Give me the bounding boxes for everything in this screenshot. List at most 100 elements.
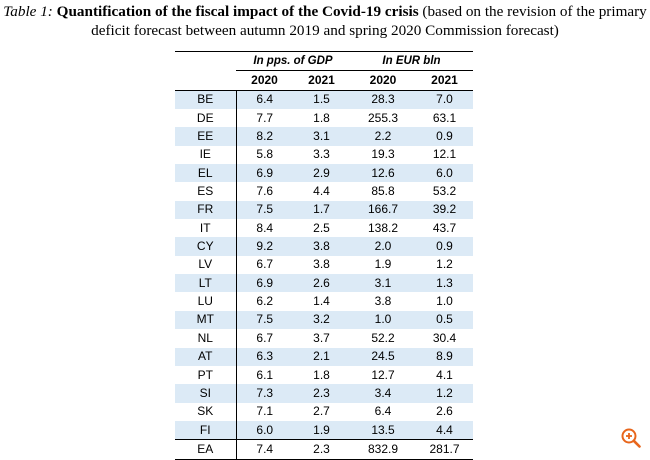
value-cell: 0.9 <box>416 237 473 256</box>
year-header: 2021 <box>293 70 350 91</box>
country-code: FR <box>175 200 237 220</box>
value-cell: 24.5 <box>350 347 416 366</box>
table-row: FR 7.5 1.7 166.7 39.2 <box>175 200 473 220</box>
value-cell: 1.2 <box>416 255 473 275</box>
value-cell: 7.3 <box>236 384 293 403</box>
country-code: SK <box>175 402 237 421</box>
table-row: EL 6.9 2.9 12.6 6.0 <box>175 164 473 183</box>
table-row: NL 6.7 3.7 52.2 30.4 <box>175 329 473 348</box>
table-row: IT 8.4 2.5 138.2 43.7 <box>175 219 473 238</box>
country-code: LU <box>175 292 237 311</box>
value-cell: 3.8 <box>350 292 416 311</box>
value-cell: 2.5 <box>293 219 350 238</box>
country-code: EL <box>175 164 237 183</box>
header-corner-years <box>175 70 236 91</box>
country-code: PT <box>175 365 237 385</box>
table-top-rule <box>175 51 473 52</box>
value-cell: 3.2 <box>293 310 350 330</box>
year-header: 2020 <box>350 70 416 91</box>
country-code: LT <box>175 274 237 293</box>
value-cell: 2.1 <box>293 347 350 366</box>
value-cell: 7.7 <box>236 109 293 128</box>
table-row: LT 6.9 2.6 3.1 1.3 <box>175 274 473 293</box>
value-cell: 3.1 <box>293 127 350 146</box>
table-row: MT 7.5 3.2 1.0 0.5 <box>175 310 473 330</box>
value-cell: 6.4 <box>350 402 416 421</box>
value-cell: 1.8 <box>293 365 350 385</box>
table-row: AT 6.3 2.1 24.5 8.9 <box>175 347 473 366</box>
value-cell: 7.4 <box>236 439 293 460</box>
country-code: NL <box>175 329 237 348</box>
value-cell: 7.0 <box>416 90 473 110</box>
value-cell: 6.0 <box>236 420 293 440</box>
table-row: SI 7.3 2.3 3.4 1.2 <box>175 384 473 403</box>
value-cell: 12.7 <box>350 365 416 385</box>
caption-label: Table 1: <box>3 3 53 20</box>
value-cell: 255.3 <box>350 109 416 128</box>
year-header: 2020 <box>236 70 293 91</box>
value-cell: 1.4 <box>293 292 350 311</box>
table-row: BE 6.4 1.5 28.3 7.0 <box>175 90 473 110</box>
country-code: BE <box>175 90 237 110</box>
value-cell: 3.8 <box>293 255 350 275</box>
country-code: IE <box>175 145 237 165</box>
value-cell: 7.5 <box>236 200 293 220</box>
value-cell: 39.2 <box>416 200 473 220</box>
value-cell: 6.4 <box>236 90 293 110</box>
value-cell: 2.9 <box>293 164 350 183</box>
caption-note: (based on the revision of the primary de… <box>91 3 647 39</box>
value-cell: 9.2 <box>236 237 293 256</box>
table-row: CY 9.2 3.8 2.0 0.9 <box>175 237 473 256</box>
value-cell: 6.1 <box>236 365 293 385</box>
table-row: EA 7.4 2.3 832.9 281.7 <box>175 439 473 460</box>
value-cell: 13.5 <box>350 420 416 440</box>
value-cell: 43.7 <box>416 219 473 238</box>
value-cell: 2.0 <box>350 237 416 256</box>
value-cell: 1.0 <box>350 310 416 330</box>
value-cell: 6.9 <box>236 274 293 293</box>
value-cell: 1.7 <box>293 200 350 220</box>
value-cell: 4.4 <box>416 420 473 440</box>
table-caption: Table 1: Quantification of the fiscal im… <box>0 2 650 40</box>
value-cell: 1.2 <box>416 384 473 403</box>
value-cell: 2.3 <box>293 384 350 403</box>
group-header-gdp: In pps. of GDP <box>236 52 350 72</box>
value-cell: 1.0 <box>416 292 473 311</box>
table-row: DE 7.7 1.8 255.3 63.1 <box>175 109 473 128</box>
country-code: ES <box>175 182 237 201</box>
value-cell: 6.7 <box>236 329 293 348</box>
header-corner <box>175 52 236 71</box>
value-cell: 2.6 <box>293 274 350 293</box>
value-cell: 5.8 <box>236 145 293 165</box>
value-cell: 53.2 <box>416 182 473 201</box>
value-cell: 0.5 <box>416 310 473 330</box>
country-code: EE <box>175 127 237 146</box>
value-cell: 3.8 <box>293 237 350 256</box>
value-cell: 166.7 <box>350 200 416 220</box>
table-body: BE 6.4 1.5 28.3 7.0 DE 7.7 1.8 255.3 63.1 EE 8.2 3.1… <box>175 90 473 460</box>
zoom-in-icon[interactable] <box>620 427 642 449</box>
table-row: IE 5.8 3.3 19.3 12.1 <box>175 145 473 165</box>
value-cell: 6.2 <box>236 292 293 311</box>
country-code: SI <box>175 384 237 403</box>
value-cell: 4.1 <box>416 365 473 385</box>
table-row: LU 6.2 1.4 3.8 1.0 <box>175 292 473 311</box>
value-cell: 3.7 <box>293 329 350 348</box>
value-cell: 3.3 <box>293 145 350 165</box>
group-header-eur: In EUR bln <box>350 52 473 72</box>
value-cell: 7.5 <box>236 310 293 330</box>
value-cell: 52.2 <box>350 329 416 348</box>
country-code: DE <box>175 109 237 128</box>
value-cell: 2.2 <box>350 127 416 146</box>
value-cell: 1.9 <box>350 255 416 275</box>
value-cell: 7.1 <box>236 402 293 421</box>
value-cell: 7.6 <box>236 182 293 201</box>
table-row: EE 8.2 3.1 2.2 0.9 <box>175 127 473 146</box>
country-code: LV <box>175 255 237 275</box>
value-cell: 6.3 <box>236 347 293 366</box>
value-cell: 19.3 <box>350 145 416 165</box>
fiscal-impact-table: In pps. of GDP In EUR bln 2020 2021 2020… <box>175 52 473 460</box>
value-cell: 1.9 <box>293 420 350 440</box>
value-cell: 8.2 <box>236 127 293 146</box>
value-cell: 12.1 <box>416 145 473 165</box>
